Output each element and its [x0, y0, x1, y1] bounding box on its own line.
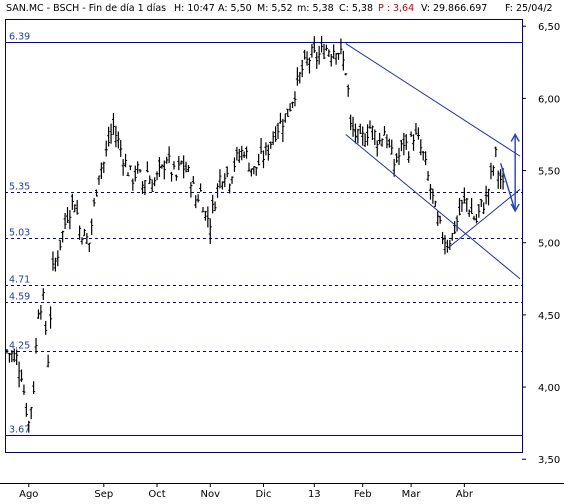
level-label: 6.39 [9, 32, 30, 43]
level-label: 4.59 [9, 292, 30, 303]
x-tick-label: Dic [256, 489, 272, 500]
y-tick-label: 4,50 [538, 311, 560, 322]
x-tick-label: Ago [19, 489, 38, 500]
price-levels: 6.39 5.35 5.03 4.71 4.59 4.25 3.67 [5, 32, 522, 436]
trend-line [345, 134, 521, 280]
y-tick-label: 5,50 [538, 167, 560, 178]
y-tick-label: 5,00 [538, 239, 560, 250]
y-tick-label: 6,50 [538, 22, 560, 33]
y-axis: 6,50 6,00 5,50 5,00 4,50 4,00 3,50 [522, 22, 560, 466]
price-bars [5, 35, 505, 433]
trend-line [345, 43, 521, 157]
arrow-head-down [510, 203, 520, 213]
header-date: F: 25/04/2 [505, 3, 553, 14]
header-ticker: SAN.MC - BSCH - Fin de día 1 días [6, 3, 166, 14]
plot-frame [5, 19, 523, 453]
level-label: 5.03 [9, 228, 30, 239]
y-tick-label: 3,50 [538, 455, 560, 466]
x-tick-label: Oct [148, 489, 165, 500]
header-close: C: 5,38 [339, 3, 373, 14]
header-high: M: 5,52 [257, 3, 293, 14]
header-p: P : 3,64 [378, 3, 414, 14]
level-label: 4.71 [9, 275, 30, 286]
header-low: m: 5,38 [297, 3, 334, 14]
chart-frame [0, 19, 564, 484]
x-tick-label: Sep [94, 489, 113, 500]
level-label: 4.25 [9, 341, 30, 352]
x-axis: Ago Sep Oct Nov Dic 13 Feb Mar Abr [19, 483, 474, 500]
x-tick-label: Feb [354, 489, 372, 500]
header-volume: V: 29.866.697 [421, 3, 487, 14]
y-tick-label: 6,00 [538, 94, 560, 105]
x-tick-label: 13 [308, 489, 321, 500]
x-tick-label: Mar [402, 489, 422, 500]
trend-line [447, 188, 521, 249]
chart-header: SAN.MC - BSCH - Fin de día 1 días H: 10:… [6, 3, 553, 14]
y-tick-label: 4,00 [538, 383, 560, 394]
projection-arrow [499, 133, 520, 213]
header-open: A: 5,50 [218, 3, 252, 14]
arrow-head-up [510, 133, 520, 142]
level-label: 5.35 [9, 182, 30, 193]
trend-channel [345, 43, 521, 280]
arrow-diagonal [499, 163, 516, 212]
header-hour: H: 10:47 [174, 3, 215, 14]
level-label: 3.67 [9, 425, 30, 436]
x-tick-label: Abr [456, 489, 474, 500]
x-tick-label: Nov [200, 489, 220, 500]
